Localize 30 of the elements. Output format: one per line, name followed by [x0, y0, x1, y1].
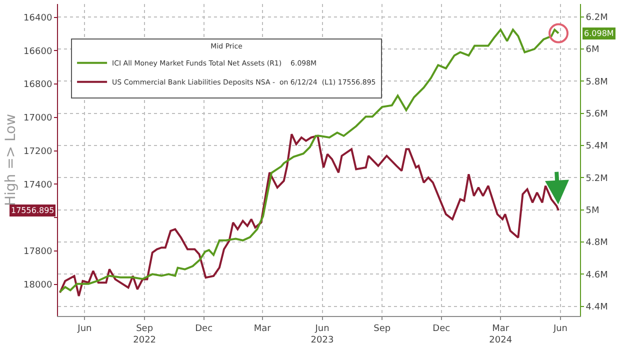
y-tick-label: 17000: [24, 114, 52, 124]
x-tick-label: Mar 2024: [489, 324, 512, 346]
y2-tick-label: 6M: [586, 45, 600, 56]
x-tick-label: Dec: [432, 324, 450, 334]
x-tick-label: Jun 2023: [310, 324, 334, 346]
y2-tick-label: 5M: [586, 206, 600, 216]
y2-tick-label: 5.4M: [586, 142, 608, 152]
y2-tick-label: 4.4M: [586, 302, 608, 312]
x-tick-label: Mar: [254, 324, 272, 334]
x-tick-label: Jun: [76, 324, 92, 334]
y-tick-label: 17800: [24, 247, 52, 258]
x-tick-label: Dec: [195, 324, 213, 334]
y2-tick-label: 6.2M: [586, 13, 608, 24]
y-tick-label: 17400: [24, 180, 52, 190]
text: 17556.895: [11, 206, 54, 215]
y-axis-title: High => Low: [3, 114, 20, 206]
x-tick-label: Sep 2022: [133, 324, 156, 346]
y2-tick-label: 4.8M: [586, 238, 608, 248]
x-tick-label: Sep: [374, 324, 391, 334]
y2-tick-label: 5.6M: [586, 110, 608, 120]
y-tick-label: 16400: [24, 14, 52, 24]
y-tick-label: 16800: [24, 80, 52, 90]
y2-tick-label: 4.6M: [586, 270, 608, 280]
y2-tick-label: 5.8M: [586, 77, 608, 88]
y2-tick-label: 5.2M: [586, 174, 608, 184]
text: 6.098M: [584, 29, 614, 38]
y-tick-label: 16600: [24, 46, 52, 57]
y-tick-label: 18000: [24, 280, 52, 290]
x-tick-label: Jun: [552, 324, 568, 334]
y-tick-label: 17200: [24, 146, 52, 157]
